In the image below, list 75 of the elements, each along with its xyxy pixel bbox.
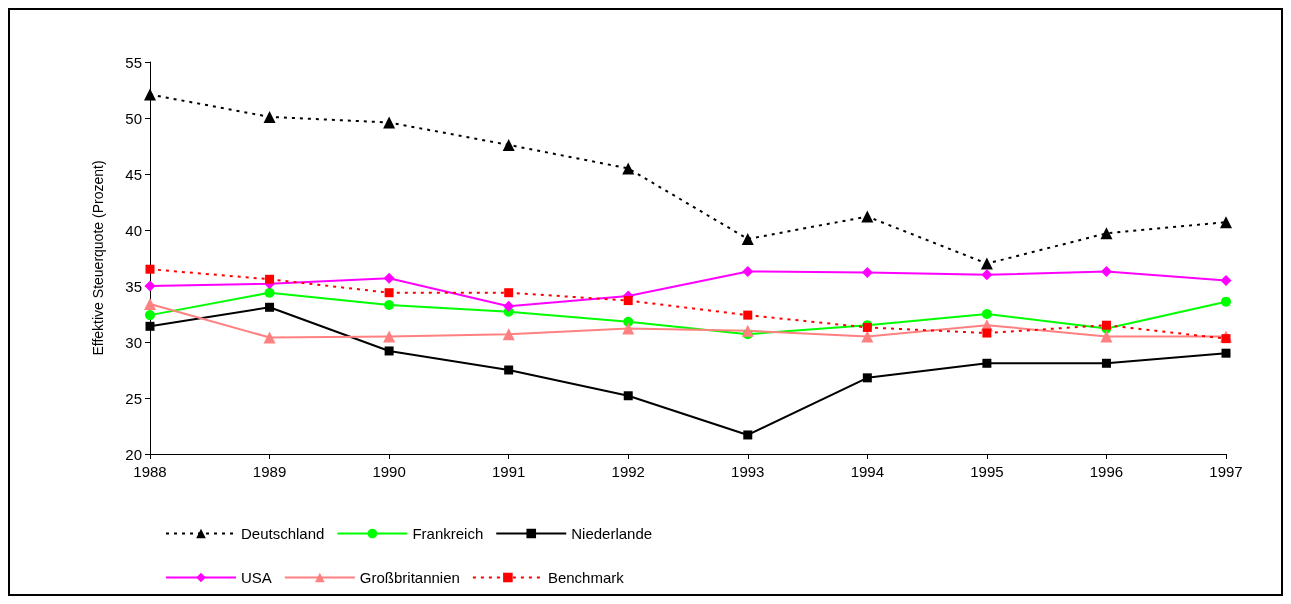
point	[1221, 334, 1231, 344]
point	[623, 296, 633, 306]
point	[980, 257, 993, 270]
point	[504, 288, 514, 298]
x-tick-label: 1989	[252, 463, 287, 480]
point	[741, 232, 754, 245]
point	[1100, 227, 1113, 240]
x-tick-label: 1992	[611, 463, 645, 480]
point	[265, 302, 275, 312]
point	[384, 300, 395, 311]
x-tick-label: 1993	[731, 463, 765, 480]
point	[741, 324, 754, 337]
y-tick-label: 30	[125, 333, 142, 351]
point	[862, 373, 872, 383]
x-tick-label: 1997	[1209, 463, 1243, 480]
point	[743, 310, 753, 320]
point	[622, 162, 635, 175]
y-axis-title: Effektive Steuerquote (Prozent)	[90, 160, 106, 356]
point	[144, 297, 156, 310]
y-tick-label: 25	[125, 389, 142, 407]
point	[861, 267, 873, 279]
point	[383, 116, 396, 129]
point	[981, 309, 992, 319]
x-tick-label: 1991	[491, 463, 526, 480]
point	[504, 365, 514, 375]
point	[503, 300, 515, 312]
point	[264, 287, 275, 298]
point	[263, 110, 276, 123]
point	[384, 288, 394, 298]
point	[861, 330, 874, 343]
point	[742, 265, 754, 277]
point	[263, 331, 276, 344]
point	[1100, 330, 1113, 343]
point	[743, 430, 753, 440]
x-tick-label: 1994	[850, 463, 885, 480]
point	[1221, 296, 1231, 307]
point	[383, 330, 396, 343]
y-tick-label: 20	[125, 445, 142, 463]
point	[981, 269, 993, 281]
legend-label: USA	[241, 569, 272, 586]
point	[144, 280, 156, 292]
x-tick-label: 1990	[372, 463, 406, 480]
x-tick-label: 1995	[970, 463, 1004, 480]
legend-label: Benchmark	[547, 569, 625, 586]
y-tick-label: 40	[125, 221, 142, 239]
x-tick-label: 1996	[1089, 463, 1124, 480]
point	[982, 328, 992, 338]
point	[1221, 348, 1231, 358]
point	[265, 274, 275, 284]
point	[145, 264, 155, 274]
point	[145, 310, 155, 321]
point	[1101, 358, 1111, 368]
legend-label: Deutschland	[241, 525, 325, 542]
point	[982, 358, 992, 368]
point	[502, 328, 515, 341]
legend-label: Großbritannien	[359, 569, 460, 586]
point	[1220, 216, 1232, 229]
point	[1100, 265, 1112, 277]
point	[502, 138, 515, 151]
x-tick-label: 1988	[133, 463, 167, 480]
point	[384, 346, 394, 356]
point	[383, 272, 395, 284]
legend-label: Niederlande	[571, 525, 653, 542]
point	[144, 88, 156, 101]
point	[145, 321, 155, 331]
point	[622, 322, 635, 335]
point	[861, 210, 874, 223]
y-tick-label: 45	[125, 165, 142, 183]
y-tick-label: 50	[125, 109, 142, 127]
y-tick-label: 55	[125, 53, 142, 71]
point	[623, 391, 633, 401]
legend-label: Frankreich	[412, 525, 484, 542]
y-tick-label: 35	[125, 277, 142, 295]
point	[1220, 274, 1232, 286]
point	[1101, 320, 1111, 330]
